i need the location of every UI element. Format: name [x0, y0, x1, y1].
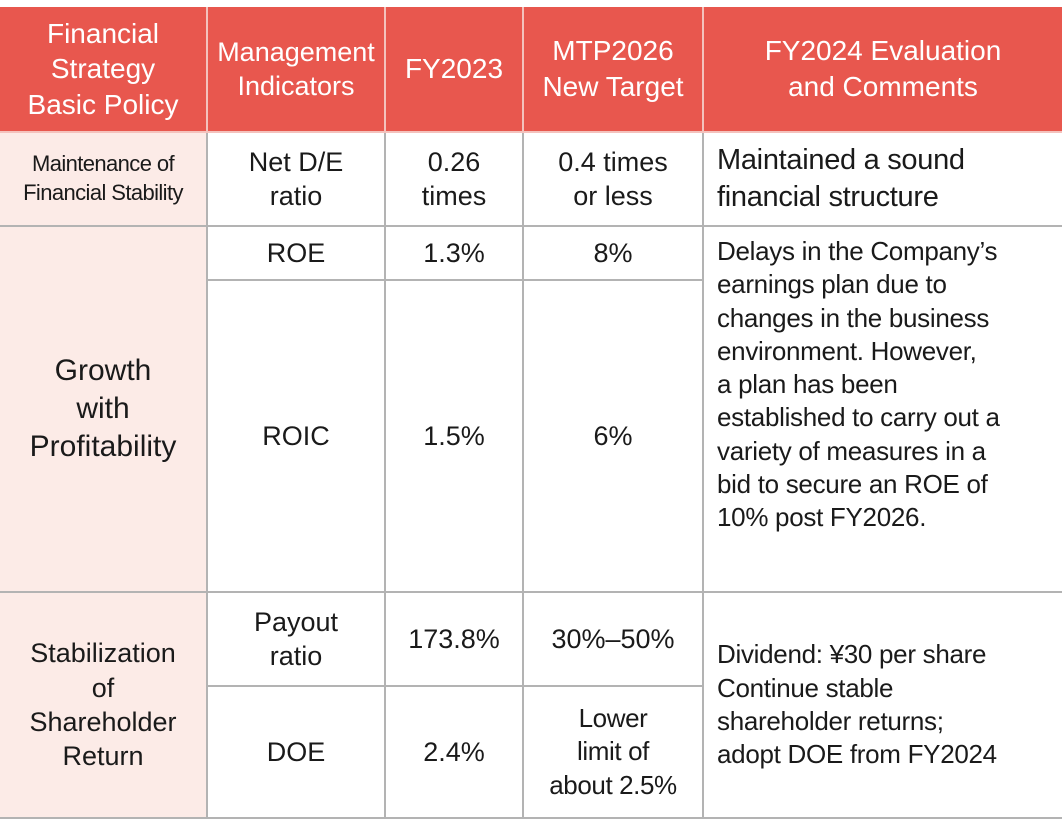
fy2023-cell: 2.4% — [384, 685, 524, 819]
indicator-cell: ROE — [206, 225, 386, 281]
fy2023-cell: 1.3% — [384, 225, 524, 281]
target-cell: 6% — [522, 279, 703, 593]
header-target: MTP2026 New Target — [522, 7, 704, 133]
policy-cell: Maintenance of Financial Stability — [0, 131, 208, 227]
indicator-cell: DOE — [206, 685, 386, 819]
comment-cell: Maintained a sound financial structure — [702, 131, 1062, 227]
table-row: Growth with Profitability ROE 1.3% 8% De… — [0, 225, 1062, 593]
indicator-cell: Net D/E ratio — [206, 131, 386, 227]
indicator-cell: Payout ratio — [206, 591, 386, 687]
table-row: Maintenance of Financial Stability Net D… — [0, 131, 1062, 227]
fy2023-cell: 0.26 times — [384, 131, 524, 227]
header-indicators: Management Indicators — [206, 7, 386, 133]
header-fy2023: FY2023 — [384, 7, 524, 133]
header-row: Financial Strategy Basic Policy Manageme… — [0, 7, 1062, 133]
table-row: DOE 2.4% Lower limit of about 2.5% — [0, 685, 1062, 819]
fy2023-cell: 1.5% — [384, 279, 524, 593]
target-cell: Lower limit of about 2.5% — [522, 685, 703, 819]
table-row: Stabilization of Shareholder Return Payo… — [0, 591, 1062, 819]
indicator-cell: ROIC — [206, 279, 386, 593]
policy-cell: Growth with Profitability — [0, 225, 208, 593]
target-cell: 0.4 times or less — [522, 131, 704, 227]
policy-cell: Stabilization of Shareholder Return — [0, 591, 208, 819]
comment-cell: Delays in the Company’s earnings plan du… — [702, 225, 1062, 593]
header-policy: Financial Strategy Basic Policy — [0, 7, 208, 133]
comment-cell: Dividend: ¥30 per share Continue stable … — [702, 591, 1062, 819]
target-cell: 8% — [522, 225, 704, 281]
target-cell: 30%–50% — [522, 591, 704, 687]
financial-strategy-table: Financial Strategy Basic Policy Manageme… — [0, 7, 1062, 819]
fy2023-cell: 173.8% — [384, 591, 524, 687]
table-row: ROIC 1.5% 6% — [0, 279, 1062, 593]
header-evaluation: FY2024 Evaluation and Comments — [702, 7, 1062, 133]
